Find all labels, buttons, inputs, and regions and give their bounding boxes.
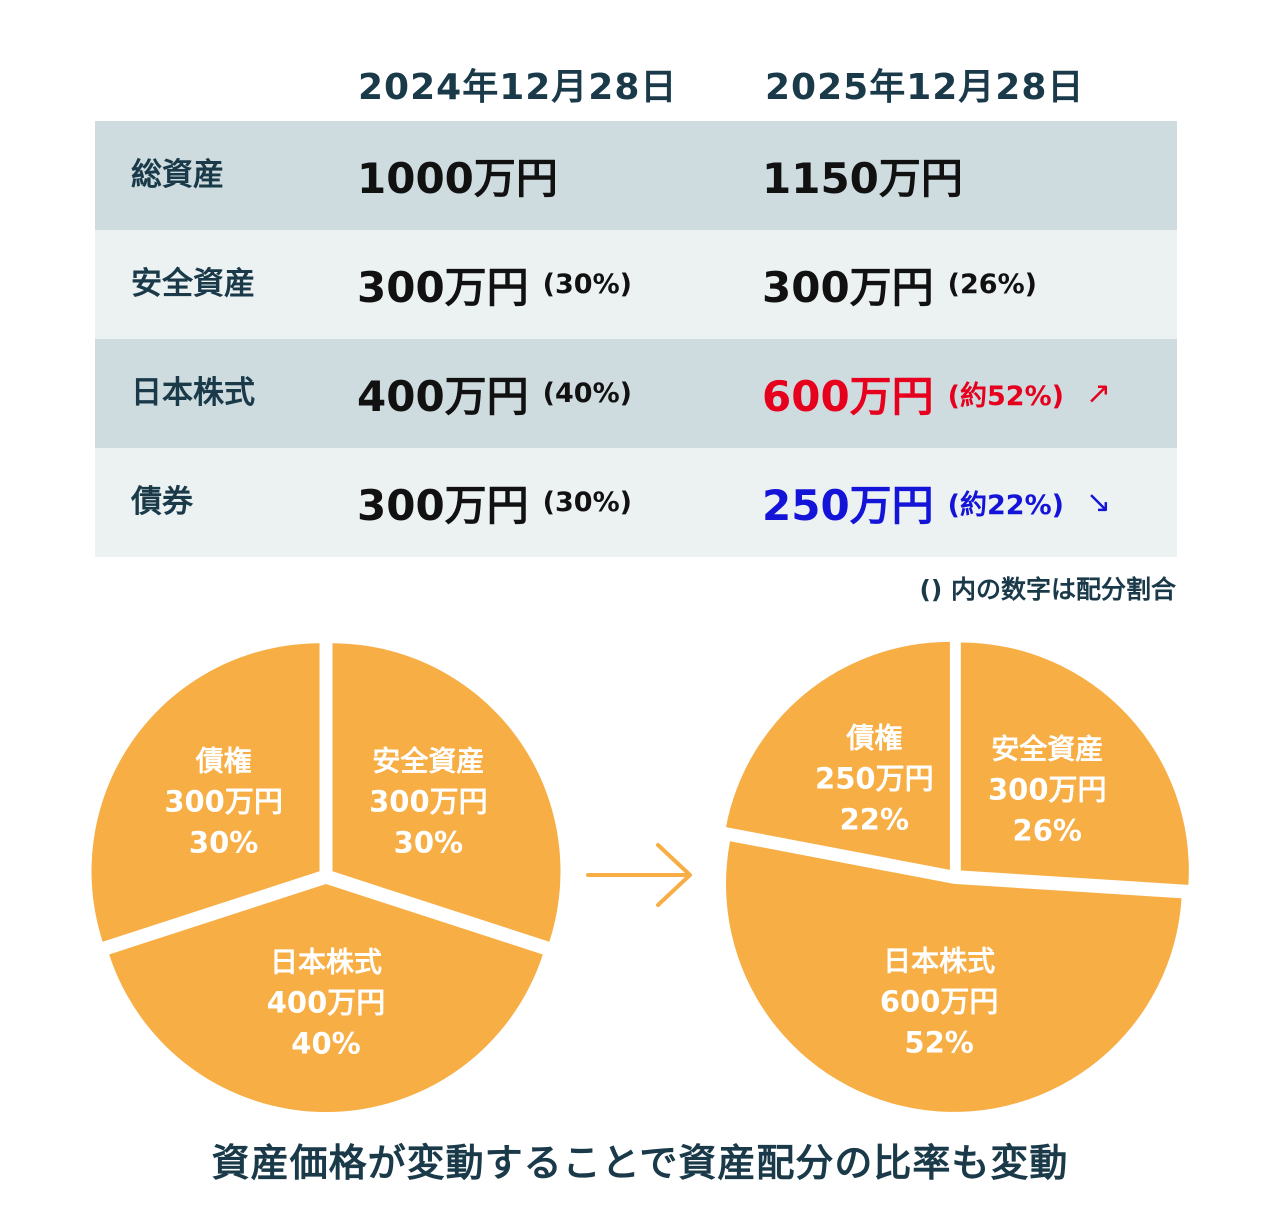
cell-2024: 1000万円 (357, 121, 558, 230)
amount-value: 1150万円 (762, 154, 963, 203)
pie-chart-2025: 安全資産 300万円 26% 日本株式 600万円 52% 債権 250万円 22% (725, 641, 1189, 1112)
amount-value: 1000万円 (357, 154, 558, 203)
cell-2024: 300万円 (30%) (357, 448, 632, 557)
slice-label-percent: 52% (904, 1026, 973, 1060)
right-arrow-icon (586, 843, 692, 907)
pie-slice-safe-assets (960, 642, 1189, 885)
cell-2025: 1150万円 (762, 121, 963, 230)
cell-2025: 300万円 (26%) (762, 230, 1037, 339)
amount-value: 400万円 (357, 372, 529, 421)
table-row-total-assets: 総資産 1000万円 1150万円 (95, 121, 1177, 230)
slice-label-amount: 300万円 (988, 772, 1107, 806)
cell-2024: 300万円 (30%) (357, 230, 632, 339)
pie-charts: 安全資産 300万円 30% 日本株式 400万円 40% 債権 300万円 30% 安全資産 3… (91, 641, 1189, 1112)
amount-value: 300万円 (357, 481, 529, 530)
percent-value: (30%) (542, 269, 632, 300)
table-row-safe-assets: 安全資産 300万円 (30%) 300万円 (26%) (95, 230, 1177, 339)
slice-label-percent: 22% (840, 802, 909, 836)
slice-label-percent: 30% (189, 826, 258, 860)
pie-slice-bonds (725, 641, 950, 870)
row-label: 安全資産 (131, 266, 255, 302)
amount-value: 250万円 (762, 481, 934, 530)
arrow-up-right-icon: ↗ (1085, 376, 1112, 411)
slice-label-percent: 40% (291, 1027, 360, 1061)
pie-slice-bonds (91, 643, 320, 942)
table-row-japan-stocks: 日本株式 400万円 (40%) 600万円 (約52%) ↗ (95, 339, 1177, 448)
percent-value: (約22%) (947, 490, 1064, 521)
slice-label-amount: 300万円 (369, 785, 488, 819)
table-row-bonds: 債券 300万円 (30%) 250万円 (約22%) ↘ (95, 448, 1177, 557)
amount-value: 300万円 (357, 263, 529, 312)
pie-chart-2024: 安全資産 300万円 30% 日本株式 400万円 40% 債権 300万円 30% (91, 643, 561, 1112)
percent-value: (30%) (542, 487, 632, 518)
slice-label-name: 日本株式 (883, 945, 995, 978)
slice-label-name: 債権 (195, 745, 252, 778)
column-header-2025: 2025年12月28日 (765, 67, 1085, 108)
row-label: 日本株式 (131, 375, 255, 411)
amount-value: 300万円 (762, 263, 934, 312)
row-label: 債券 (131, 484, 193, 520)
slice-label-amount: 600万円 (880, 985, 999, 1019)
slice-label-name: 安全資産 (991, 732, 1103, 765)
caption: 資産価格が変動することで資産配分の比率も変動 (211, 1141, 1069, 1185)
pie-slice-safe-assets (332, 643, 561, 942)
slice-label-amount: 250万円 (815, 761, 934, 795)
allocation-table: 総資産 1000万円 1150万円 安全資産 300万円 (30%) 300万円… (95, 121, 1177, 557)
percent-value: (26%) (947, 269, 1037, 300)
slice-label-name: 日本株式 (270, 946, 382, 979)
slice-label-name: 安全資産 (372, 745, 484, 778)
pie-slice-japan-stocks (725, 841, 1182, 1112)
cell-2025: 250万円 (約22%) ↘ (762, 448, 1111, 557)
amount-value: 600万円 (762, 372, 934, 421)
cell-2024: 400万円 (40%) (357, 339, 632, 448)
slice-label-percent: 26% (1013, 813, 1082, 847)
row-label: 総資産 (131, 157, 224, 193)
percent-value: (約52%) (947, 381, 1064, 412)
table-note: () 内の数字は配分割合 (919, 575, 1176, 604)
cell-2025: 600万円 (約52%) ↗ (762, 339, 1111, 448)
slice-label-amount: 300万円 (164, 785, 283, 819)
slice-label-amount: 400万円 (267, 986, 386, 1020)
slice-label-name: 債権 (845, 721, 902, 754)
percent-value: (40%) (542, 378, 632, 409)
slice-label-percent: 30% (394, 826, 463, 860)
column-header-2024: 2024年12月28日 (358, 67, 678, 108)
arrow-down-right-icon: ↘ (1085, 485, 1112, 520)
pie-slice-japan-stocks (109, 884, 543, 1112)
